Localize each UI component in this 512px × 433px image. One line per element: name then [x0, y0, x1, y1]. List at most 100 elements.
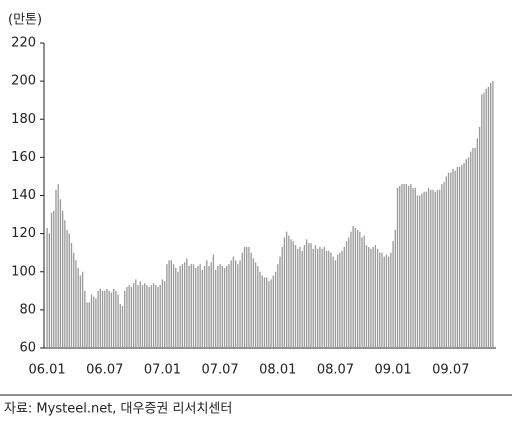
bar — [412, 187, 414, 348]
bar — [139, 281, 141, 348]
bar — [248, 246, 250, 348]
bar — [461, 165, 463, 348]
y-tick-label: 220 — [11, 36, 36, 51]
bar — [472, 147, 474, 348]
bar — [95, 298, 97, 348]
bar — [336, 254, 339, 348]
bar — [354, 227, 357, 348]
bar — [190, 264, 192, 348]
bar — [243, 246, 246, 348]
y-tick-label: 200 — [11, 74, 36, 89]
bar — [212, 254, 215, 348]
bar — [86, 302, 88, 348]
bar — [463, 163, 465, 348]
bar — [237, 264, 239, 348]
bar — [64, 220, 66, 348]
bar — [458, 166, 461, 348]
bar — [370, 248, 372, 348]
bar — [188, 266, 190, 348]
bar — [443, 182, 445, 348]
bar — [297, 248, 299, 348]
bar — [106, 288, 108, 348]
bar — [368, 246, 370, 348]
y-axis-label: (만톤) — [8, 13, 42, 28]
bar — [203, 266, 206, 348]
bar — [292, 241, 294, 348]
bar — [483, 92, 485, 348]
bar — [447, 172, 450, 348]
bar — [438, 189, 441, 348]
bar — [359, 231, 361, 348]
bar — [115, 290, 117, 348]
bar — [146, 285, 148, 348]
bar — [175, 267, 177, 348]
bar — [112, 288, 115, 348]
bar — [450, 172, 452, 348]
y-tick-label: 140 — [11, 188, 36, 203]
y-tick-label: 100 — [11, 264, 36, 279]
bar — [390, 252, 392, 348]
bar — [427, 187, 430, 348]
bar — [117, 294, 119, 348]
bar — [341, 250, 343, 348]
bar — [323, 246, 326, 348]
bar — [348, 237, 350, 348]
bar — [254, 262, 257, 348]
bar — [478, 126, 481, 348]
bar — [77, 267, 79, 348]
x-tick-label: 08.01 — [259, 363, 296, 378]
bar — [301, 250, 303, 348]
bar — [192, 264, 195, 348]
x-tick-label: 06.07 — [86, 363, 123, 378]
bar — [332, 256, 334, 348]
bar — [234, 260, 237, 348]
bar — [226, 266, 228, 348]
bar — [66, 229, 68, 348]
bar — [383, 256, 385, 348]
bar — [310, 243, 312, 348]
bar — [492, 81, 494, 348]
bar — [294, 245, 297, 348]
y-tick-label: 180 — [11, 112, 36, 127]
y-tick-label: 160 — [11, 150, 36, 165]
bar — [407, 185, 410, 348]
bar — [199, 264, 201, 348]
bar — [261, 275, 263, 348]
x-tick-label: 06.01 — [28, 363, 65, 378]
bar — [363, 235, 365, 348]
y-tick-label: 80 — [19, 302, 36, 317]
bar — [277, 264, 279, 348]
bar — [421, 193, 423, 348]
bar — [93, 296, 95, 348]
bar — [217, 266, 219, 348]
bar — [387, 256, 390, 348]
bar — [201, 269, 204, 348]
bar — [172, 264, 175, 348]
bar — [144, 283, 146, 348]
bar — [299, 246, 301, 348]
bar — [210, 262, 212, 348]
bar — [365, 245, 368, 348]
bar — [350, 231, 352, 348]
bar — [121, 306, 124, 348]
bar — [356, 229, 359, 348]
bar — [452, 168, 454, 348]
bar — [330, 252, 332, 348]
bar — [487, 86, 490, 348]
bar — [208, 266, 210, 348]
bar — [257, 266, 259, 348]
y-tick-label: 60 — [19, 341, 36, 356]
bar — [150, 285, 153, 348]
bar — [399, 185, 401, 348]
y-tick-label: 120 — [11, 226, 36, 241]
bar — [81, 271, 84, 348]
bar — [195, 267, 197, 348]
bar — [321, 248, 323, 348]
bar — [241, 252, 243, 348]
bar — [206, 260, 208, 348]
bar — [325, 250, 328, 348]
bar — [177, 271, 179, 348]
bar — [250, 252, 252, 348]
bar — [126, 287, 128, 348]
